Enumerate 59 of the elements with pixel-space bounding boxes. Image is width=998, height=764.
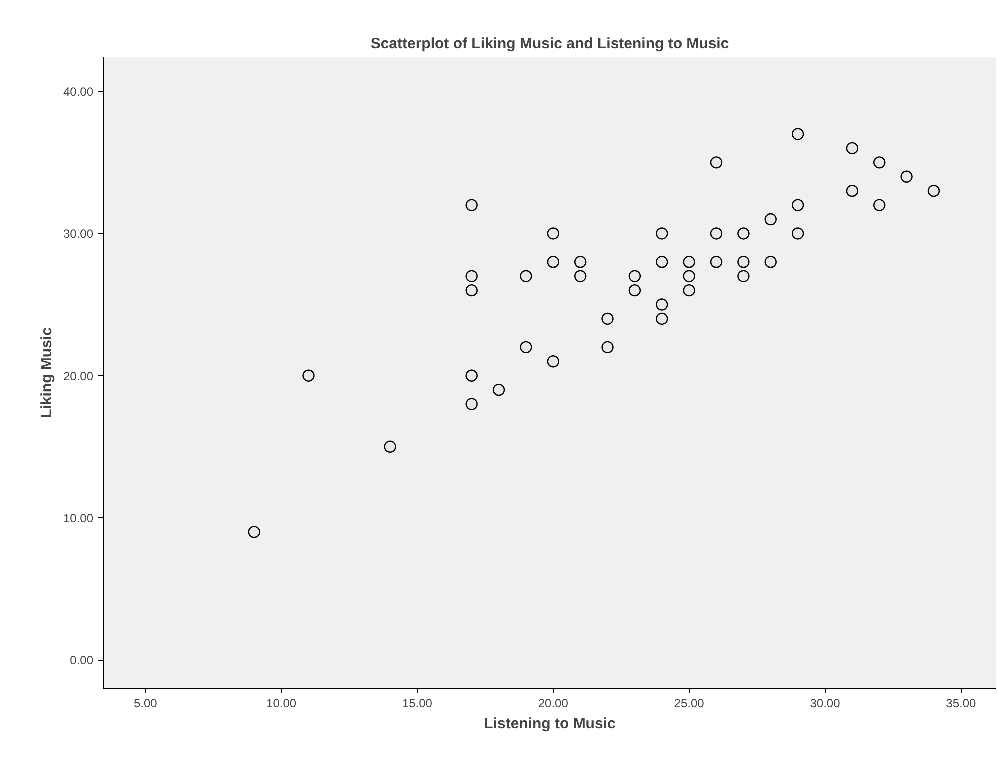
point xyxy=(466,370,478,382)
point xyxy=(710,256,723,268)
x-tick-label: 30.00 xyxy=(810,696,841,710)
point xyxy=(792,228,804,240)
point xyxy=(656,256,668,268)
point xyxy=(302,370,315,382)
point xyxy=(683,270,696,282)
y-tick-label: 10.00 xyxy=(63,511,94,526)
point xyxy=(656,228,668,240)
point xyxy=(466,270,478,282)
x-tick-label: 5.00 xyxy=(134,696,158,710)
point xyxy=(492,384,506,396)
x-tick-label: 20.00 xyxy=(538,696,569,710)
point xyxy=(764,256,777,268)
point xyxy=(628,270,642,282)
point xyxy=(792,199,804,212)
point xyxy=(874,156,886,169)
point xyxy=(547,228,560,240)
x-axis-title: Listening to Music xyxy=(484,716,616,732)
point xyxy=(520,270,532,282)
point xyxy=(710,156,723,169)
point xyxy=(466,398,478,410)
point xyxy=(520,341,532,354)
point xyxy=(738,270,750,282)
point xyxy=(547,256,560,268)
point xyxy=(466,199,478,212)
point xyxy=(248,526,260,538)
point xyxy=(466,284,478,297)
y-tick-label: 20.00 xyxy=(63,369,94,384)
chart-title: Scatterplot of Liking Music and Listening to Music xyxy=(370,36,730,52)
point xyxy=(574,256,587,268)
point xyxy=(683,284,696,297)
point xyxy=(928,185,940,198)
point xyxy=(683,256,696,268)
point xyxy=(900,170,913,183)
point xyxy=(846,142,859,155)
point xyxy=(602,312,614,326)
point xyxy=(764,213,777,226)
point xyxy=(628,284,642,297)
point xyxy=(602,341,614,354)
point xyxy=(792,128,804,140)
y-tick-label: 0.00 xyxy=(70,654,94,668)
point xyxy=(738,228,750,240)
point xyxy=(547,356,560,368)
x-tick-label: 35.00 xyxy=(946,696,976,710)
point xyxy=(846,185,859,198)
point xyxy=(874,199,886,212)
point xyxy=(710,228,723,240)
y-tick-label: 40.00 xyxy=(63,85,94,100)
x-tick-label: 25.00 xyxy=(674,696,705,710)
x-tick-label: 15.00 xyxy=(402,696,433,710)
point xyxy=(656,312,668,326)
y-tick-label: 30.00 xyxy=(63,227,94,242)
y-axis-title: Liking Music xyxy=(38,328,56,418)
point xyxy=(738,256,750,268)
point xyxy=(384,440,396,453)
point xyxy=(574,270,587,282)
x-tick-label: 10.00 xyxy=(266,696,297,710)
point xyxy=(656,298,668,311)
